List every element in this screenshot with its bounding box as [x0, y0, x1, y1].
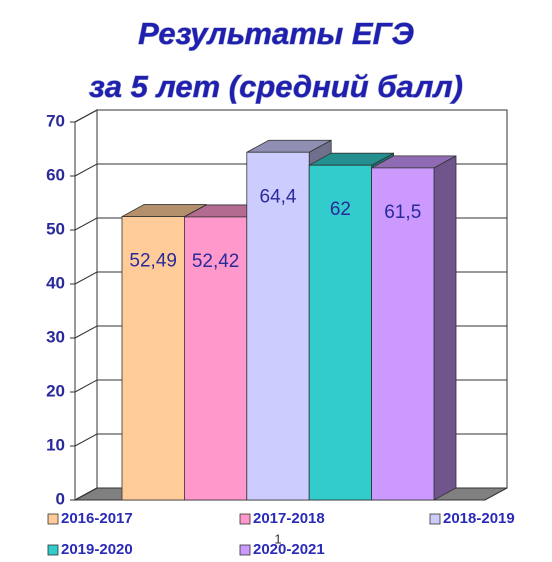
grid-line	[74, 109, 507, 123]
bar-side	[433, 155, 457, 501]
chart-subtitle: за 5 лет (средний балл)	[89, 69, 463, 104]
legend-label: 2020-2021	[253, 541, 325, 558]
y-tick-label: 0	[56, 489, 65, 508]
y-tick-label: 20	[46, 381, 65, 400]
side-wall	[74, 109, 98, 501]
value-label: 64,4	[260, 186, 297, 207]
legend-label: 2018-2019	[443, 510, 515, 527]
legend-label: 2016-2017	[61, 510, 133, 527]
y-tick-label: 10	[46, 435, 65, 454]
x-tick-label: 1	[274, 531, 281, 546]
y-tick-label: 30	[46, 327, 65, 346]
bar	[308, 164, 373, 501]
legend-swatch	[47, 544, 59, 556]
bar	[183, 216, 248, 501]
y-tick-label: 70	[46, 111, 65, 130]
legend-swatch	[239, 544, 251, 556]
bar	[371, 167, 435, 501]
y-tick-label: 40	[46, 273, 65, 292]
bar	[246, 151, 310, 501]
value-label: 62	[330, 199, 351, 220]
value-label: 61,5	[384, 202, 421, 223]
legend-label: 2019-2020	[61, 541, 133, 558]
legend-swatch	[429, 513, 441, 525]
y-tick-label: 60	[46, 165, 65, 184]
chart-title: Результаты ЕГЭ	[138, 16, 414, 51]
bar	[121, 216, 185, 501]
y-tick-label: 50	[46, 219, 65, 238]
legend-swatch	[47, 513, 59, 525]
legend-label: 2017-2018	[253, 510, 325, 527]
legend-swatch	[239, 513, 251, 525]
value-label: 52,49	[129, 251, 177, 272]
value-label: 52,42	[192, 251, 240, 272]
